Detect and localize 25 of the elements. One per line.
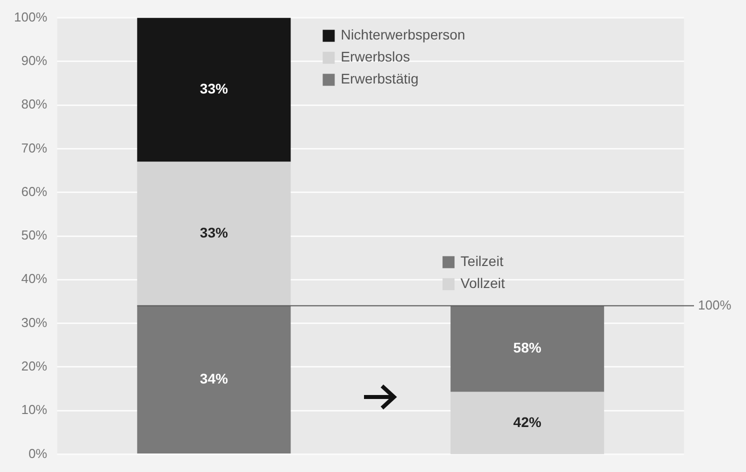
legend-label: Erwerbslos xyxy=(340,48,410,65)
bar xyxy=(137,306,291,454)
y-tick-label: 80% xyxy=(21,96,48,112)
y-tick-label: 30% xyxy=(21,314,48,330)
y-tick-label: 70% xyxy=(21,140,48,156)
legend-label: Erwerbstätig xyxy=(340,70,419,87)
ref-line-label: 100% xyxy=(698,297,732,312)
legend-label: Nichterwerbsperson xyxy=(340,26,466,43)
data-label: 42% xyxy=(513,414,542,430)
data-label: 58% xyxy=(513,340,542,356)
y-tick-label: 90% xyxy=(21,53,48,68)
y-tick-label: 50% xyxy=(21,228,48,243)
legend-label: Vollzeit xyxy=(460,275,506,292)
y-tick-label: 60% xyxy=(21,184,48,199)
y-tick-label: 100% xyxy=(14,9,48,24)
data-label: 33% xyxy=(200,224,228,241)
y-tick-label: 10% xyxy=(21,402,48,418)
y-tick-label: 40% xyxy=(21,271,48,286)
bar xyxy=(137,162,291,306)
bar xyxy=(137,18,291,162)
legend-label: Teilzeit xyxy=(460,253,504,270)
y-tick-label: 20% xyxy=(21,358,48,374)
y-tick-label: 0% xyxy=(28,446,48,461)
data-label: 34% xyxy=(200,370,228,386)
data-label: 33% xyxy=(200,80,228,97)
